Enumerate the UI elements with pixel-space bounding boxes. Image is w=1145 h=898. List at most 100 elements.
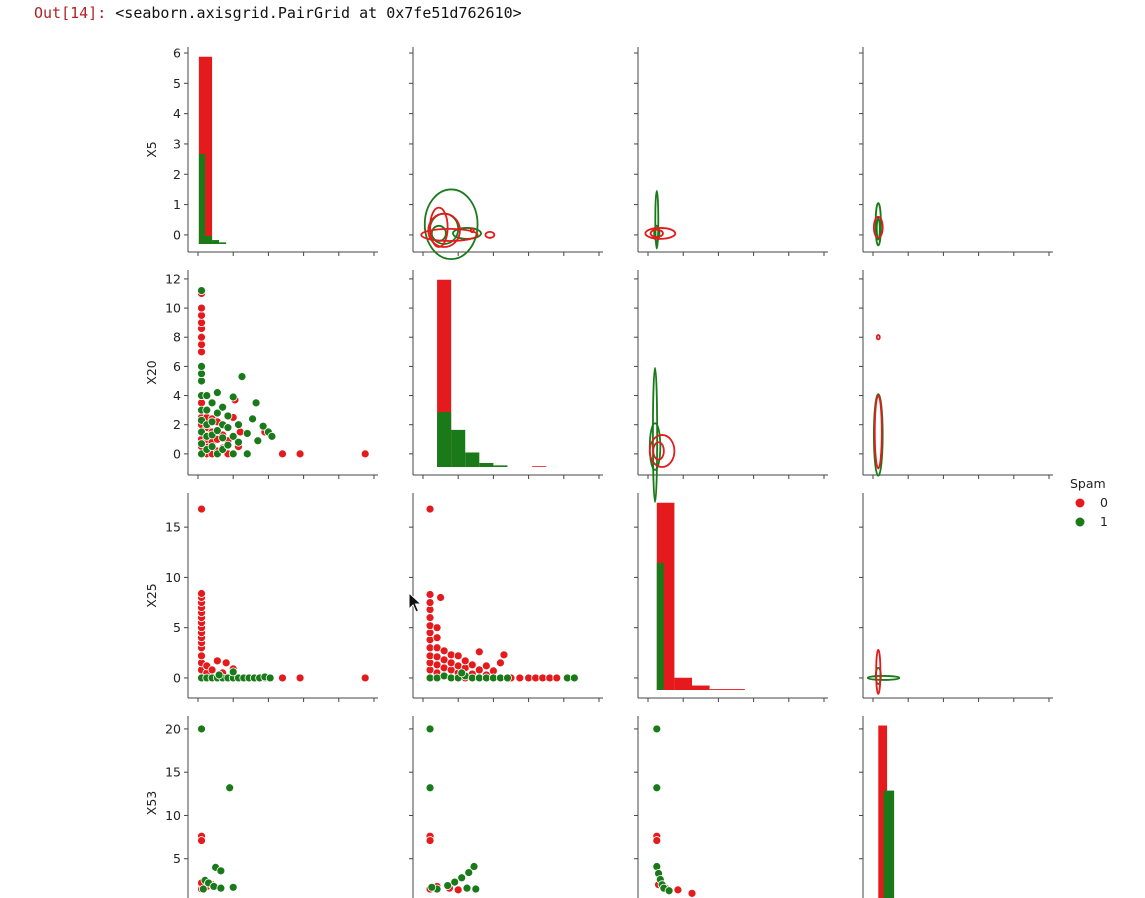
scatter-point bbox=[234, 437, 243, 447]
hist-bar bbox=[709, 689, 745, 690]
kde-contour bbox=[874, 202, 882, 247]
legend-marker-0 bbox=[1075, 498, 1085, 508]
panel-X53-vs-X25 bbox=[634, 716, 697, 898]
scatter-point bbox=[425, 598, 435, 607]
scatter-point bbox=[443, 881, 453, 890]
scatter-point bbox=[214, 670, 224, 680]
y-tick-label: 15 bbox=[165, 765, 181, 780]
hist-bar bbox=[674, 677, 692, 690]
scatter-point bbox=[207, 665, 217, 675]
scatter-point bbox=[216, 883, 226, 893]
scatter-point bbox=[242, 429, 252, 438]
scatter-point bbox=[228, 449, 238, 459]
scatter-point bbox=[481, 661, 491, 671]
scatter-point bbox=[425, 590, 435, 599]
scatter-point bbox=[436, 593, 446, 602]
scatter-point bbox=[207, 442, 217, 451]
scatter-point bbox=[225, 783, 235, 793]
scatter-point bbox=[457, 668, 467, 678]
panel-X25-vs-X20 bbox=[409, 493, 603, 702]
legend-marker-1 bbox=[1075, 517, 1085, 527]
scatter-point bbox=[450, 877, 460, 887]
scatter-point bbox=[425, 724, 435, 734]
scatter-point bbox=[212, 408, 222, 418]
scatter-point bbox=[228, 431, 238, 441]
hist-bar bbox=[198, 153, 206, 244]
scatter-point bbox=[228, 667, 238, 677]
kde-contour bbox=[429, 206, 449, 248]
scatter-point bbox=[467, 660, 477, 670]
hist-bar bbox=[883, 790, 895, 898]
scatter-point bbox=[202, 405, 212, 415]
y-tick-label: 10 bbox=[165, 570, 181, 585]
kde-contour bbox=[866, 675, 901, 681]
scatter-point bbox=[664, 886, 674, 896]
scatter-point bbox=[251, 398, 261, 408]
scatter-point bbox=[453, 651, 463, 661]
hist-bar bbox=[656, 562, 664, 690]
scatter-point bbox=[197, 836, 206, 845]
legend-label-0: 0 bbox=[1100, 495, 1108, 510]
scatter-point bbox=[234, 420, 243, 430]
hist-bar bbox=[219, 242, 227, 244]
hist-bar bbox=[451, 429, 466, 467]
kde-contour bbox=[875, 217, 881, 241]
scatter-point bbox=[462, 883, 472, 893]
y-tick-label: 5 bbox=[173, 76, 181, 91]
scatter-point bbox=[197, 286, 206, 295]
scatter-point bbox=[212, 426, 222, 435]
scatter-point bbox=[197, 504, 206, 514]
panel-X5-vs-X5: 0 1 2 3 4 5 6 X5 bbox=[144, 46, 378, 256]
panel-X25-vs-X25 bbox=[634, 493, 828, 702]
kde-contour bbox=[652, 366, 659, 503]
scatter-point bbox=[265, 673, 275, 683]
scatter-point bbox=[469, 862, 479, 871]
scatter-point bbox=[218, 402, 228, 412]
y-axis-label: X5 bbox=[144, 141, 159, 158]
panel-X53-vs-X5: 5 10 15 20 X53 bbox=[144, 716, 238, 898]
output-text: <seaborn.axisgrid.PairGrid at 0x7fe51d76… bbox=[115, 4, 522, 22]
scatter-point bbox=[253, 436, 263, 446]
scatter-point bbox=[221, 658, 231, 668]
scatter-point bbox=[197, 303, 206, 313]
kde-contour bbox=[484, 230, 496, 239]
scatter-point bbox=[360, 673, 370, 683]
panel-X20-vs-X5: 0 2 4 6 8 10 12 X20 bbox=[144, 270, 378, 479]
kde-contour bbox=[875, 648, 882, 695]
y-tick-label: 6 bbox=[173, 46, 181, 61]
scatter-point bbox=[427, 882, 437, 892]
y-axis-label: X25 bbox=[144, 583, 159, 607]
y-tick-label: 0 bbox=[173, 446, 181, 461]
scatter-point bbox=[474, 647, 484, 657]
scatter-point bbox=[242, 449, 252, 459]
scatter-point bbox=[432, 633, 442, 643]
hist-bar bbox=[493, 465, 508, 467]
scatter-point bbox=[235, 427, 245, 437]
mouse-pointer-icon bbox=[408, 592, 422, 613]
scatter-point bbox=[207, 417, 217, 427]
kde-contour bbox=[872, 215, 884, 239]
scatter-point bbox=[652, 724, 662, 734]
scatter-point bbox=[218, 433, 228, 443]
output-line: Out[14]: <seaborn.axisgrid.PairGrid at 0… bbox=[34, 4, 522, 22]
scatter-point bbox=[295, 449, 305, 459]
legend-title: Spam bbox=[1070, 476, 1106, 491]
scatter-point bbox=[258, 421, 268, 431]
scatter-point bbox=[425, 613, 435, 623]
scatter-point bbox=[425, 783, 435, 793]
scatter-point bbox=[197, 310, 206, 320]
scatter-point bbox=[687, 888, 697, 898]
scatter-point bbox=[197, 398, 206, 408]
hist-bar bbox=[205, 235, 213, 244]
scatter-point bbox=[295, 673, 305, 683]
kde-contour bbox=[653, 224, 661, 242]
y-tick-label: 4 bbox=[173, 388, 181, 403]
kde-contour bbox=[648, 434, 676, 468]
panel-X5-vs-X20 bbox=[409, 47, 603, 261]
scatter-point bbox=[197, 347, 206, 357]
kde-contour bbox=[875, 334, 881, 341]
hist-bar bbox=[692, 685, 710, 690]
scatter-point bbox=[460, 656, 470, 666]
scatter-point bbox=[425, 836, 435, 845]
scatter-point bbox=[228, 882, 238, 892]
